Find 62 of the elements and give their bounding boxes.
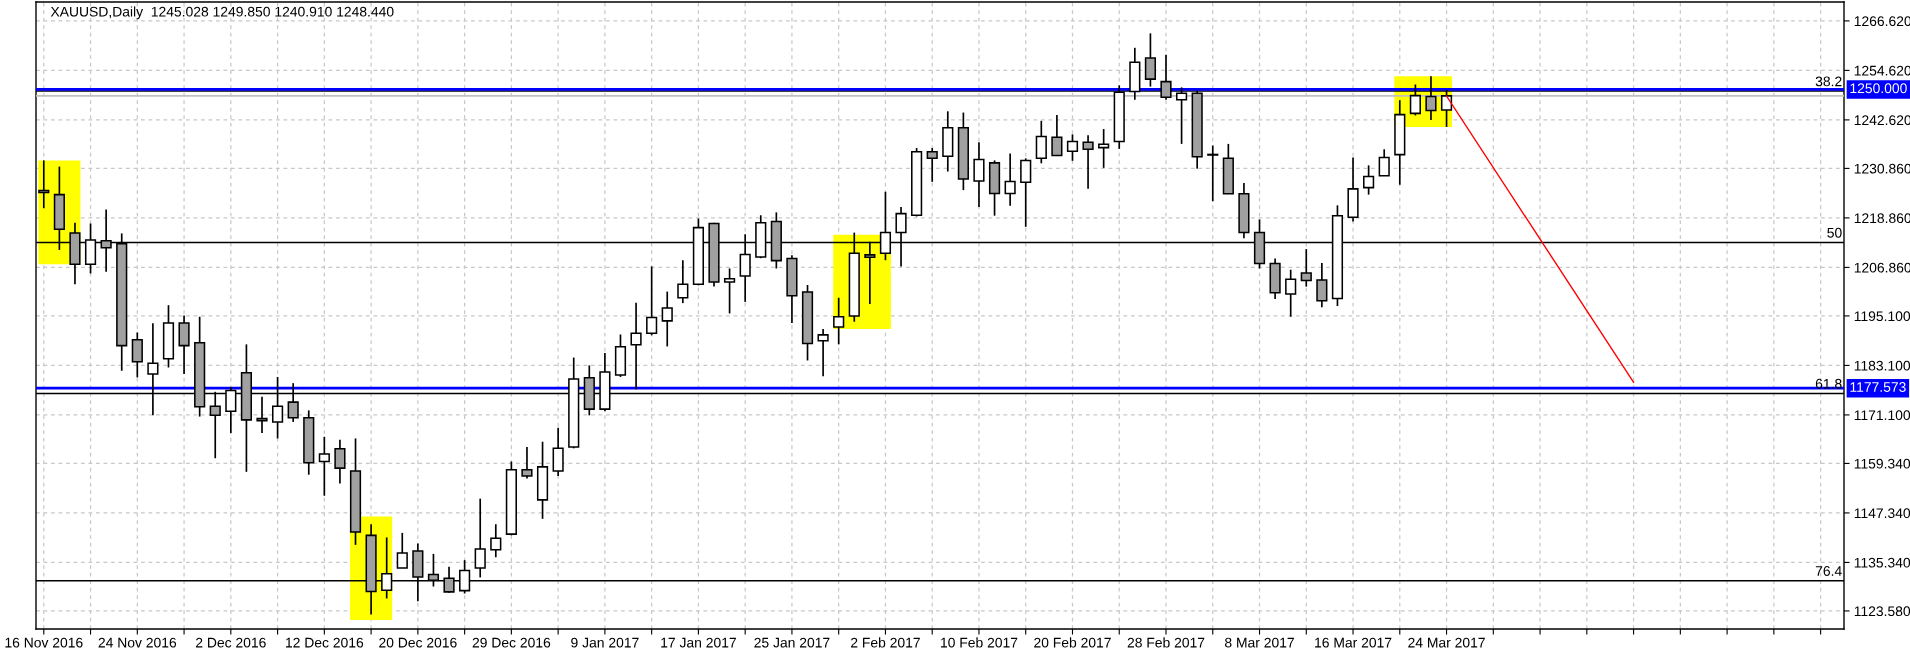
x-tick-label: 9 Jan 2017 bbox=[571, 637, 639, 648]
ref-line-label: 1177.573 bbox=[1850, 382, 1906, 392]
candlestick bbox=[926, 147, 938, 183]
candlestick bbox=[1004, 152, 1016, 207]
x-tick-label: 20 Dec 2016 bbox=[379, 637, 457, 648]
annotation: 61.8 bbox=[1815, 378, 1842, 389]
candlestick bbox=[1378, 148, 1390, 177]
candlestick bbox=[490, 523, 502, 559]
candlestick bbox=[973, 141, 985, 208]
candlestick bbox=[630, 301, 642, 391]
candlestick bbox=[1363, 164, 1375, 196]
candlestick bbox=[677, 259, 689, 304]
annotation: 76.4 bbox=[1815, 566, 1842, 576]
candlestick bbox=[646, 265, 658, 337]
candlestick bbox=[474, 497, 486, 579]
candlestick bbox=[1082, 134, 1094, 190]
candlestick bbox=[661, 290, 673, 348]
candlestick bbox=[833, 296, 845, 346]
x-tick-label: 16 Nov 2016 bbox=[5, 637, 83, 648]
candlestick bbox=[723, 267, 736, 315]
candlestick bbox=[334, 438, 346, 485]
annotation: 50 bbox=[1827, 227, 1842, 238]
candlestick bbox=[256, 395, 268, 434]
candlestick bbox=[178, 314, 190, 375]
x-tick-label: 20 Feb 2017 bbox=[1034, 637, 1111, 648]
y-tick-label: 1135.340 bbox=[1854, 557, 1910, 568]
y-tick-label: 1147.340 bbox=[1854, 508, 1910, 519]
candlestick bbox=[1051, 114, 1063, 157]
annotation: 38.2 bbox=[1815, 76, 1842, 87]
candlestick bbox=[1020, 157, 1032, 228]
candlestick bbox=[1035, 119, 1047, 165]
x-tick-label: 29 Dec 2016 bbox=[472, 637, 551, 648]
x-tick-label: 2 Feb 2017 bbox=[851, 637, 920, 648]
candlestick bbox=[396, 532, 408, 569]
x-tick-label: 8 Mar 2017 bbox=[1224, 637, 1294, 648]
ref-line-label: 1250.000 bbox=[1850, 83, 1907, 94]
candlestick bbox=[131, 331, 143, 379]
candlestick bbox=[1144, 32, 1157, 88]
x-tick-label: 10 Feb 2017 bbox=[941, 637, 1018, 648]
y-tick-label: 1183.100 bbox=[1854, 360, 1910, 371]
x-tick-label: 12 Dec 2016 bbox=[286, 637, 364, 648]
candlestick bbox=[1207, 144, 1219, 203]
candlestick bbox=[1316, 262, 1328, 309]
candlestick bbox=[817, 328, 829, 377]
x-tick-label: 28 Feb 2017 bbox=[1127, 637, 1205, 648]
candlestick bbox=[1285, 268, 1297, 318]
candlestick bbox=[552, 426, 564, 477]
x-tick-label: 17 Jan 2017 bbox=[661, 637, 736, 648]
x-tick-label: 2 Dec 2016 bbox=[196, 637, 266, 648]
y-tick-label: 1123.580 bbox=[1854, 606, 1910, 617]
y-tick-label: 1195.100 bbox=[1854, 311, 1910, 322]
candlestick bbox=[1300, 248, 1312, 288]
candlestick bbox=[318, 435, 330, 497]
chart-title: XAUUSD,Daily 1245.028 1249.850 1240.910 1248.440 bbox=[50, 6, 394, 20]
x-tick-label: 25 Jan 2017 bbox=[754, 637, 830, 648]
x-tick-label: 16 Mar 2017 bbox=[1315, 637, 1392, 648]
candlestick bbox=[521, 446, 533, 480]
y-tick-label: 1171.100 bbox=[1854, 410, 1910, 421]
y-tick-label: 1159.340 bbox=[1854, 458, 1910, 469]
candlestick bbox=[1066, 133, 1079, 162]
x-tick-label: 24 Mar 2017 bbox=[1408, 637, 1485, 648]
x-tick-label: 24 Nov 2016 bbox=[98, 637, 177, 648]
